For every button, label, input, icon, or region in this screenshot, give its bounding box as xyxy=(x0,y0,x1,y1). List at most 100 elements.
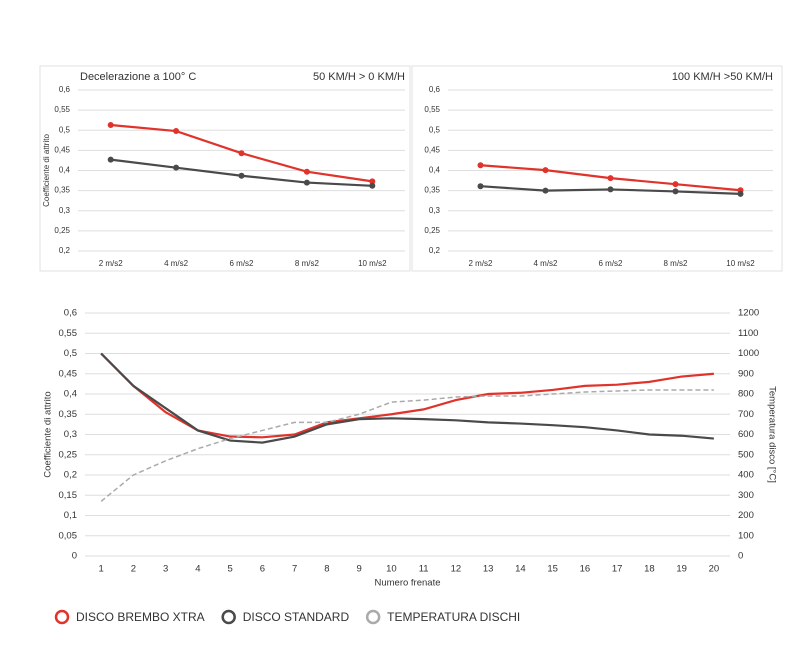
y2-tick-label: 1100 xyxy=(738,328,758,339)
x-tick-label: 2 m/s2 xyxy=(99,259,124,268)
y-tick-label: 0,45 xyxy=(59,368,78,379)
series-line xyxy=(100,352,714,444)
y-tick-label: 0,45 xyxy=(54,145,70,154)
y-tick-label: 0,25 xyxy=(424,226,440,235)
point xyxy=(477,183,484,190)
x-tick-label: 15 xyxy=(547,564,558,575)
y2-tick-label: 700 xyxy=(738,409,754,420)
legend-label: DISCO BREMBO XTRA xyxy=(76,610,205,624)
y-tick-label: 0,4 xyxy=(64,389,77,400)
x-tick-label: 17 xyxy=(612,564,623,575)
point xyxy=(672,188,679,195)
series-line xyxy=(110,158,373,187)
y-tick-label: 0,3 xyxy=(64,429,77,440)
point xyxy=(107,122,114,129)
point xyxy=(238,150,245,157)
x-axis-label: Numero frenate xyxy=(374,578,440,589)
chart-frame xyxy=(411,65,783,272)
x-tick-label: 19 xyxy=(676,564,687,575)
x-tick-label: 16 xyxy=(580,564,591,575)
y-tick-label: 0,4 xyxy=(429,166,441,175)
legend-label: TEMPERATURA DISCHI xyxy=(387,610,520,624)
point xyxy=(607,186,614,193)
y-tick-label: 0,1 xyxy=(64,510,77,521)
y-tick-label: 0,2 xyxy=(429,246,441,255)
x-tick-label: 4 xyxy=(195,564,200,575)
x-tick-label: 7 xyxy=(292,564,297,575)
point xyxy=(607,175,614,182)
y2-tick-label: 500 xyxy=(738,449,754,460)
y2-tick-label: 400 xyxy=(738,470,754,481)
y-tick-label: 0,15 xyxy=(59,490,78,501)
x-tick-label: 20 xyxy=(709,564,720,575)
y-tick-label: 0,4 xyxy=(59,166,71,175)
x-tick-label: 9 xyxy=(356,564,361,575)
x-tick-label: 14 xyxy=(515,564,526,575)
x-tick-label: 3 xyxy=(163,564,168,575)
y2-tick-label: 600 xyxy=(738,429,754,440)
legend-label: DISCO STANDARD xyxy=(243,610,350,624)
x-tick-label: 13 xyxy=(483,564,494,575)
x-tick-label: 2 m/s2 xyxy=(468,259,493,268)
y-tick-label: 0,6 xyxy=(59,85,71,94)
point xyxy=(542,187,549,194)
legend-marker xyxy=(54,609,70,625)
y2-tick-label: 900 xyxy=(738,368,754,379)
x-tick-label: 11 xyxy=(419,564,429,575)
x-tick-label: 10 m/s2 xyxy=(726,259,755,268)
y-tick-label: 0,3 xyxy=(429,206,441,215)
y-axis-label: Coefficiente di attrito xyxy=(43,391,54,477)
x-tick-label: 8 m/s2 xyxy=(295,259,320,268)
y-tick-label: 0,55 xyxy=(424,105,440,114)
y-tick-label: 0,5 xyxy=(64,348,77,359)
point xyxy=(737,190,744,197)
y-tick-label: 0,35 xyxy=(424,186,440,195)
series-line xyxy=(100,389,714,502)
x-tick-label: 18 xyxy=(644,564,655,575)
x-tick-label: 1 xyxy=(98,564,103,575)
series-line xyxy=(100,352,714,439)
chart-frame xyxy=(39,65,411,272)
point xyxy=(672,181,679,188)
y-tick-label: 0,3 xyxy=(59,206,71,215)
y-tick-label: 0,2 xyxy=(59,246,71,255)
y-tick-label: 0,5 xyxy=(429,125,441,134)
x-tick-label: 10 xyxy=(386,564,397,575)
point xyxy=(542,167,549,174)
point xyxy=(477,162,484,169)
y-tick-label: 0,6 xyxy=(429,85,441,94)
point xyxy=(107,156,114,163)
y-tick-label: 0,05 xyxy=(59,530,78,541)
y-tick-label: 0,2 xyxy=(64,470,77,481)
chart-title: Decelerazione a 100° C xyxy=(80,71,196,83)
y2-tick-label: 1200 xyxy=(738,308,759,319)
point xyxy=(369,182,376,189)
y-tick-label: 0,25 xyxy=(54,226,70,235)
y2-tick-label: 0 xyxy=(738,551,743,562)
x-tick-label: 5 xyxy=(227,564,232,575)
y2-tick-label: 100 xyxy=(738,530,754,541)
y-tick-label: 0,6 xyxy=(64,308,77,319)
y-tick-label: 0,55 xyxy=(54,105,70,114)
y-axis-label: Coefficiente di attrito xyxy=(42,134,51,207)
point xyxy=(173,164,180,171)
legend-marker xyxy=(365,609,381,625)
x-tick-label: 4 m/s2 xyxy=(164,259,189,268)
y2-tick-label: 1000 xyxy=(738,348,759,359)
legend-marker xyxy=(221,609,236,625)
x-tick-label: 2 xyxy=(131,564,136,575)
y-tick-label: 0,25 xyxy=(59,449,78,460)
x-tick-label: 4 m/s2 xyxy=(533,259,558,268)
point xyxy=(173,128,180,135)
x-tick-label: 6 xyxy=(260,564,265,575)
x-tick-label: 6 m/s2 xyxy=(598,259,623,268)
y2-tick-label: 800 xyxy=(738,389,754,400)
y2-tick-label: 200 xyxy=(738,510,754,521)
y2-axis-label: Temperatura disco [°C] xyxy=(766,386,777,483)
y-tick-label: 0,5 xyxy=(59,125,71,134)
y-tick-label: 0,35 xyxy=(59,409,78,420)
x-tick-label: 8 m/s2 xyxy=(663,259,688,268)
y-tick-label: 0,35 xyxy=(54,186,70,195)
chart-subtitle: 50 KM/H > 0 KM/H xyxy=(313,71,405,83)
